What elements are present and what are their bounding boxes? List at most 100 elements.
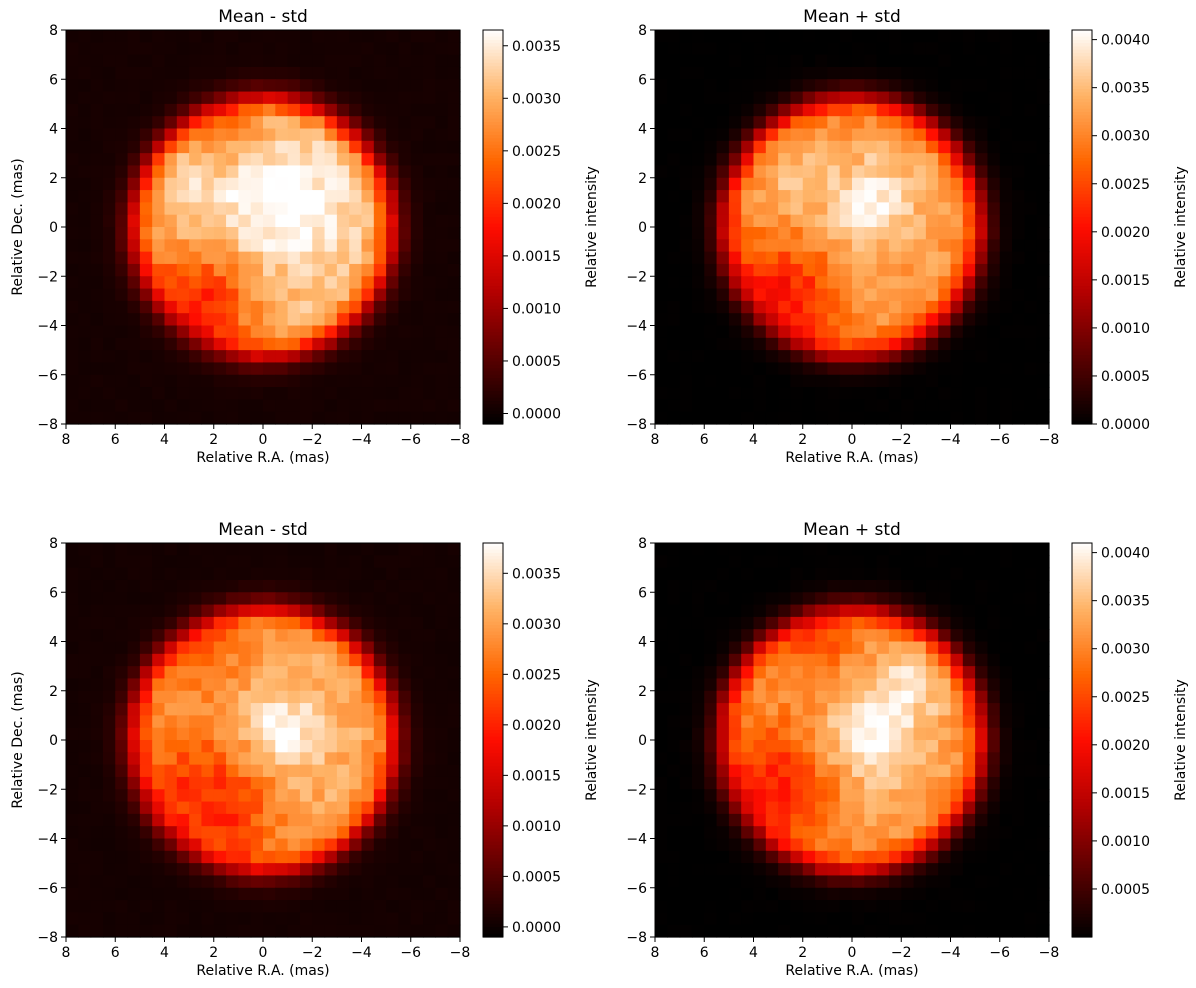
heatmap-pixel: [778, 875, 792, 889]
heatmap-pixel: [287, 789, 301, 803]
colorbar-segment: [1072, 371, 1092, 376]
colorbar-segment: [483, 381, 503, 386]
heatmap-pixel: [78, 66, 92, 80]
heatmap-pixel: [299, 202, 313, 216]
y-tick-label: 6: [49, 585, 58, 601]
heatmap-pixel: [324, 567, 338, 581]
heatmap-pixel: [741, 592, 755, 606]
heatmap-pixel: [447, 727, 461, 741]
heatmap-pixel: [361, 337, 375, 351]
heatmap-pixel: [938, 337, 952, 351]
heatmap-pixel: [827, 103, 841, 117]
heatmap-pixel: [1012, 629, 1025, 643]
heatmap-pixel: [753, 227, 767, 240]
heatmap-pixel: [201, 801, 215, 815]
heatmap-pixel: [336, 42, 350, 56]
heatmap-pixel: [213, 764, 227, 778]
heatmap-pixel: [716, 66, 730, 80]
colorbar-segment: [1072, 82, 1092, 87]
heatmap-pixel: [950, 165, 964, 179]
heatmap-pixel: [373, 789, 387, 803]
heatmap-pixel: [213, 79, 227, 93]
heatmap-pixel: [127, 912, 141, 926]
heatmap-pixel: [66, 300, 79, 314]
heatmap-pixel: [741, 653, 755, 667]
heatmap-pixel: [802, 690, 816, 704]
heatmap-pixel: [263, 826, 276, 840]
heatmap-pixel: [361, 411, 375, 425]
heatmap-pixel: [827, 690, 841, 704]
heatmap-pixel: [888, 399, 902, 413]
heatmap-pixel: [312, 54, 326, 68]
heatmap-pixel: [250, 177, 264, 191]
heatmap-pixel: [287, 214, 301, 228]
heatmap-pixel: [226, 776, 239, 790]
heatmap-pixel: [287, 813, 301, 827]
colorbar-segment: [1072, 710, 1092, 715]
heatmap-pixel: [888, 604, 902, 618]
heatmap-pixel: [913, 350, 927, 364]
heatmap-pixel: [679, 678, 693, 692]
heatmap-pixel: [1036, 42, 1050, 56]
colorbar-segment: [1072, 756, 1092, 761]
heatmap-pixel: [1012, 263, 1025, 277]
heatmap-pixel: [423, 399, 436, 413]
heatmap-pixel: [176, 214, 190, 228]
heatmap-pixel: [423, 362, 436, 376]
heatmap-pixel: [152, 66, 166, 80]
heatmap-pixel: [275, 690, 289, 704]
colorbar-segment: [1072, 835, 1092, 840]
heatmap-pixel: [102, 912, 116, 926]
heatmap-pixel: [127, 251, 141, 265]
colorbar-segment: [1072, 621, 1092, 626]
heatmap-pixel: [189, 276, 203, 290]
heatmap-pixel: [741, 727, 755, 741]
heatmap-pixel: [901, 555, 915, 569]
heatmap-pixel: [324, 641, 338, 655]
heatmap-pixel: [324, 66, 338, 80]
heatmap-pixel: [447, 103, 461, 117]
colorbar-segment: [483, 417, 503, 422]
heatmap-pixel: [152, 555, 166, 569]
heatmap-pixel: [716, 653, 730, 667]
heatmap-pixel: [410, 764, 424, 778]
heatmap-pixel: [679, 387, 693, 400]
heatmap-pixel: [447, 900, 461, 913]
heatmap-pixel: [176, 789, 190, 803]
heatmap-pixel: [386, 912, 400, 926]
heatmap-pixel: [876, 54, 890, 68]
heatmap-pixel: [275, 678, 289, 692]
heatmap-pixel: [999, 863, 1013, 877]
colorbar-segment: [1072, 618, 1092, 623]
heatmap-pixel: [312, 801, 326, 815]
heatmap-pixel: [336, 924, 350, 938]
y-tick-label: 6: [49, 72, 58, 88]
heatmap-pixel: [226, 313, 239, 327]
heatmap-pixel: [201, 567, 215, 581]
heatmap-pixel: [975, 79, 989, 93]
heatmap-pixel: [386, 165, 400, 179]
heatmap-pixel: [139, 79, 153, 93]
heatmap-pixel: [361, 887, 375, 901]
heatmap-pixel: [667, 128, 681, 142]
heatmap-pixel: [139, 288, 153, 302]
heatmap-pixel: [716, 764, 730, 778]
heatmap-pixel: [962, 239, 976, 253]
colorbar-segment: [483, 595, 503, 600]
heatmap-pixel: [1024, 337, 1038, 351]
heatmap-pixel: [790, 325, 804, 339]
heatmap-pixel: [728, 900, 742, 913]
heatmap-pixel: [655, 776, 668, 790]
heatmap-pixel: [299, 764, 313, 778]
heatmap-pixel: [876, 411, 890, 425]
heatmap-pixel: [102, 592, 116, 606]
heatmap-pixel: [999, 42, 1013, 56]
heatmap-pixel: [765, 116, 779, 130]
heatmap-pixel: [913, 863, 927, 877]
heatmap-pixel: [655, 567, 668, 581]
heatmap-pixel: [78, 543, 92, 556]
heatmap-pixel: [679, 666, 693, 680]
colorbar-frame: [1071, 542, 1093, 938]
heatmap-pixel: [728, 789, 742, 803]
heatmap-pixel: [962, 399, 976, 413]
